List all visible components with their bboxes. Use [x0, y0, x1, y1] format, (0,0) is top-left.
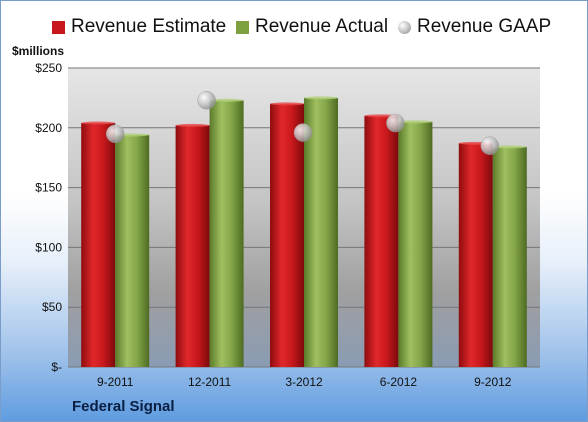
y-tick-label: $150 — [35, 181, 62, 195]
bar-revenue-estimate — [270, 103, 304, 367]
chart-legend: Revenue Estimate Revenue Actual Revenue … — [0, 14, 588, 40]
legend-swatch-revenue-gaap — [398, 20, 411, 34]
x-tick-label: 3-2012 — [285, 375, 323, 389]
bar-revenue-estimate-cap — [175, 123, 210, 127]
y-tick-label: $200 — [35, 121, 62, 135]
bar-revenue-actual — [304, 97, 338, 368]
marker-revenue-gaap — [293, 123, 313, 142]
bar-revenue-actual — [115, 134, 150, 367]
bar-revenue-actual — [492, 146, 527, 367]
marker-revenue-gaap — [105, 124, 125, 144]
bar-revenue-actual-cap — [492, 145, 527, 149]
legend-item-revenue-actual: Revenue Actual — [236, 14, 388, 40]
company-name: Federal Signal — [72, 398, 175, 415]
bar-revenue-actual-cap — [398, 120, 433, 124]
bar-revenue-estimate — [458, 143, 493, 367]
x-tick-label: 6-2012 — [380, 375, 418, 389]
y-tick-label: $50 — [42, 300, 62, 314]
y-tick-label: $250 — [35, 61, 62, 75]
legend-item-revenue-gaap: Revenue GAAP — [398, 14, 551, 40]
bar-revenue-actual-cap — [209, 98, 244, 102]
x-tick-label: 9-2012 — [474, 375, 512, 389]
marker-revenue-gaap — [480, 136, 500, 155]
bar-revenue-estimate-cap — [270, 102, 304, 106]
y-axis-label: $millions — [12, 44, 65, 58]
y-tick-label: $100 — [35, 240, 62, 254]
marker-revenue-gaap — [197, 91, 216, 110]
bar-revenue-estimate — [81, 123, 116, 368]
bar-revenue-actual — [209, 100, 244, 368]
legend-swatch-revenue-actual — [236, 20, 249, 34]
bar-revenue-actual-cap — [304, 96, 338, 100]
legend-label-revenue-estimate: Revenue Estimate — [71, 16, 227, 37]
y-tick-label: $- — [51, 360, 62, 374]
marker-revenue-gaap — [386, 113, 405, 133]
x-tick-label: 9-2011 — [97, 375, 134, 389]
legend-swatch-revenue-estimate — [52, 20, 65, 34]
legend-label-revenue-actual: Revenue Actual — [255, 16, 389, 37]
legend-label-revenue-gaap: Revenue GAAP — [417, 16, 552, 37]
bar-revenue-actual — [398, 121, 433, 367]
x-tick-label: 12-2011 — [188, 375, 231, 389]
legend-item-revenue-estimate: Revenue Estimate — [52, 14, 226, 40]
bar-revenue-estimate — [175, 125, 210, 368]
bar-revenue-estimate — [364, 115, 399, 367]
bar-revenue-estimate-cap — [81, 121, 116, 125]
